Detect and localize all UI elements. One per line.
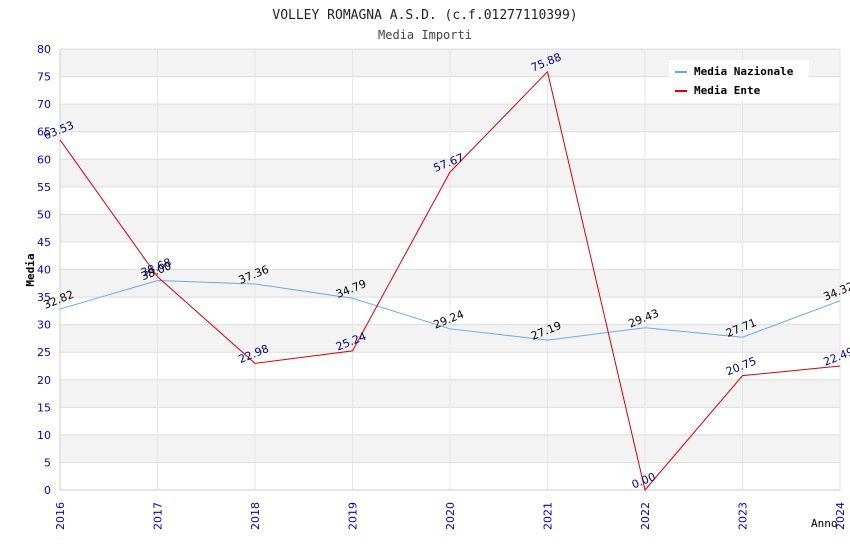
x-tick-label: 2023	[737, 502, 750, 530]
y-tick-label: 30	[37, 319, 51, 332]
y-tick-label: 40	[37, 264, 51, 277]
y-tick-label: 5	[44, 456, 51, 469]
y-tick-label: 15	[37, 401, 51, 414]
legend-label-ente: Media Ente	[694, 84, 761, 97]
y-axis-label: Media	[24, 253, 37, 286]
y-tick-label: 50	[37, 208, 51, 221]
x-tick-label: 2022	[639, 502, 652, 530]
x-tick-label: 2024	[834, 502, 847, 530]
y-tick-label: 0	[44, 484, 51, 497]
y-tick-label: 70	[37, 98, 51, 111]
grid-lines	[59, 48, 841, 491]
y-tick-label: 55	[37, 181, 51, 194]
x-tick-label: 2021	[542, 502, 555, 530]
legend: Media Nazionale Media Ente	[669, 60, 809, 100]
x-tick-labels: 2016 2017 2018 2019 2020 2021 2022 2023 2024	[54, 502, 847, 530]
y-tick-labels: 0 5 10 15 20 25 30 35 40 45 50 55 60 65 70 75 80	[37, 43, 51, 497]
y-tick-label: 45	[37, 236, 51, 249]
series-lines	[59, 70, 841, 492]
x-tick-label: 2020	[444, 502, 457, 530]
chart-title: VOLLEY ROMAGNA A.S.D. (c.f.01277110399)	[272, 8, 577, 23]
series-line-ente	[59, 70, 841, 492]
x-tick-label: 2016	[54, 502, 67, 530]
y-tick-label: 80	[37, 43, 51, 56]
x-tick-label: 2018	[249, 502, 262, 530]
y-tick-label: 20	[37, 374, 51, 387]
axes	[59, 49, 840, 491]
x-tick-label: 2017	[152, 502, 165, 530]
y-tick-label: 10	[37, 429, 51, 442]
y-tick-label: 60	[37, 153, 51, 166]
legend-box	[669, 60, 809, 100]
series-line-nazionale	[59, 280, 841, 341]
y-tick-label: 65	[37, 126, 51, 139]
x-axis-label: Anno	[811, 517, 838, 530]
y-tick-label: 75	[37, 71, 51, 84]
y-tick-label: 25	[37, 346, 51, 359]
y-tick-label: 35	[37, 291, 51, 304]
chart-subtitle: Media Importi	[378, 28, 472, 42]
legend-label-nazionale: Media Nazionale	[694, 65, 794, 78]
x-tick-label: 2019	[347, 502, 360, 530]
